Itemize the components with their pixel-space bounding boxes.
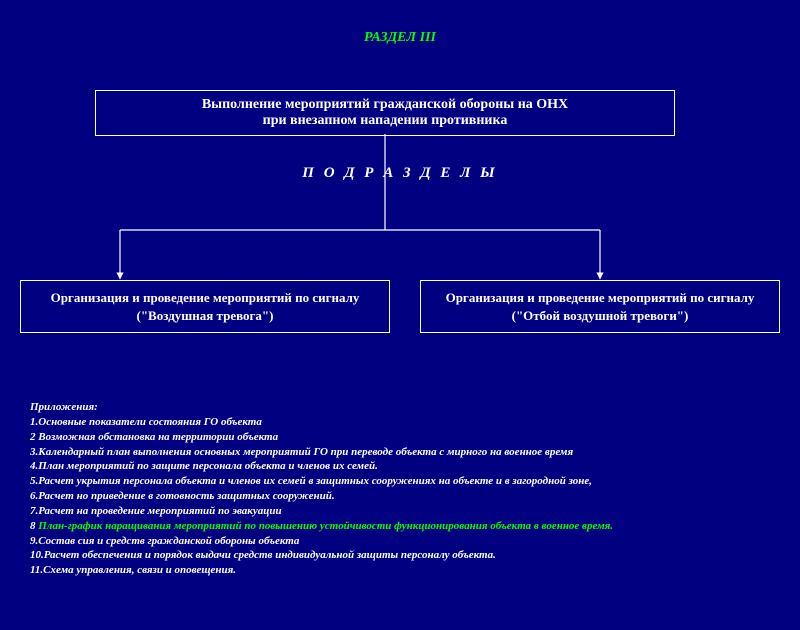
sub-left-line1: Организация и проведение мероприятий по … — [31, 289, 379, 307]
appendix-item-8: 8 План-график наращивания мероприятий по… — [30, 519, 780, 534]
appendix-item: 1.Основные показатели состояния ГО объек… — [30, 415, 780, 430]
appendix-item: 5.Расчет укрытия персонала объекта и чле… — [30, 474, 780, 489]
sub-left-line2: ("Воздушная тревога") — [31, 307, 379, 325]
sub-box-left: Организация и проведение мероприятий по … — [20, 280, 390, 333]
sub-box-right: Организация и проведение мероприятий по … — [420, 280, 780, 333]
appendix-item: 10.Расчет обеспечения и порядок выдачи с… — [30, 548, 780, 563]
subsections-label: П О Д Р А З Д Е Л Ы — [0, 165, 800, 182]
appendix-item: 11.Схема управления, связи и оповещения. — [30, 563, 780, 578]
appendix-block: Приложения: 1.Основные показатели состоя… — [30, 400, 780, 578]
appendix-item: 7.Расчет на проведение мероприятий по эв… — [30, 504, 780, 519]
main-box-line1: Выполнение мероприятий гражданской оборо… — [106, 97, 664, 113]
appendix-item: 9.Состав сия и средств гражданской оборо… — [30, 534, 780, 549]
section-title: РАЗДЕЛ III — [0, 30, 800, 46]
sub-right-line1: Организация и проведение мероприятий по … — [431, 289, 769, 307]
appendix-item: 2 Возможная обстановка на территории объ… — [30, 430, 780, 445]
appendix-heading: Приложения: — [30, 400, 780, 415]
appendix-item: 6.Расчет но приведение в готовность защи… — [30, 489, 780, 504]
appendix-item: 3.Календарный план выполнения основных м… — [30, 445, 780, 460]
appendix-item: 4.План мероприятий по защите персонала о… — [30, 459, 780, 474]
main-box-line2: при внезапном нападении противника — [106, 113, 664, 129]
main-box: Выполнение мероприятий гражданской оборо… — [95, 90, 675, 136]
appendix-item-8-prefix: 8 — [30, 520, 38, 532]
sub-right-line2: ("Отбой воздушной тревоги") — [431, 307, 769, 325]
appendix-item-8-green: План-график наращивания мероприятий по п… — [38, 520, 613, 532]
